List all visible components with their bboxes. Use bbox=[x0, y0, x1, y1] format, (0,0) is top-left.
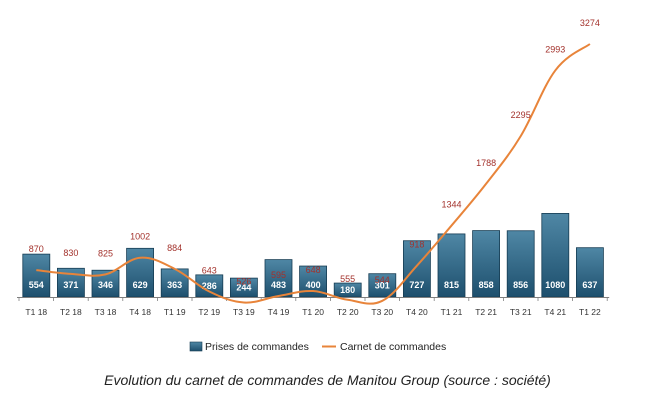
bar-value-label: 180 bbox=[340, 285, 355, 295]
bar-value-label: 637 bbox=[582, 280, 597, 290]
line-value-label: 648 bbox=[306, 265, 321, 275]
line-value-label: 526 bbox=[236, 277, 251, 287]
line-value-label: 544 bbox=[375, 275, 390, 285]
x-tick-label: T2 20 bbox=[337, 307, 359, 317]
bar-value-label: 554 bbox=[29, 280, 44, 290]
x-tick-label: T3 20 bbox=[371, 307, 393, 317]
x-tick-label: T2 19 bbox=[198, 307, 220, 317]
bar-value-label: 346 bbox=[98, 280, 113, 290]
legend-label-prises: Prises de commandes bbox=[205, 341, 309, 353]
x-tick-label: T4 19 bbox=[268, 307, 290, 317]
x-tick-label: T3 18 bbox=[95, 307, 117, 317]
line-series-carnet bbox=[36, 43, 591, 305]
bar-value-label: 815 bbox=[444, 280, 459, 290]
figure-caption: Evolution du carnet de commandes de Mani… bbox=[104, 372, 551, 388]
bar-value-label: 727 bbox=[409, 280, 424, 290]
x-tick-label: T1 18 bbox=[25, 307, 47, 317]
x-tick-label: T4 18 bbox=[129, 307, 151, 317]
bar-value-label: 400 bbox=[306, 280, 321, 290]
bar-value-label: 286 bbox=[202, 281, 217, 291]
bar-value-label: 858 bbox=[479, 280, 494, 290]
legend-label-carnet: Carnet de commandes bbox=[340, 341, 446, 353]
bar-value-label: 856 bbox=[513, 280, 528, 290]
bar bbox=[437, 233, 466, 298]
line-value-label: 884 bbox=[167, 243, 182, 253]
line-value-label: 643 bbox=[202, 266, 217, 276]
bar-value-label: 483 bbox=[271, 280, 286, 290]
x-tick-label: T1 22 bbox=[579, 307, 601, 317]
line-value-label: 870 bbox=[29, 244, 44, 254]
bar-value-label: 244 bbox=[236, 283, 251, 293]
line-value-label: 1344 bbox=[441, 200, 461, 210]
bar bbox=[472, 230, 501, 298]
x-tick-label: T1 19 bbox=[164, 307, 186, 317]
line-value-label: 595 bbox=[271, 270, 286, 280]
bar bbox=[264, 259, 293, 298]
bar bbox=[22, 253, 51, 298]
legend-swatch-bar bbox=[189, 341, 203, 352]
bar bbox=[402, 240, 431, 298]
legend: Prises de commandes Carnet de commandes bbox=[189, 341, 446, 353]
bar-value-label: 363 bbox=[167, 280, 182, 290]
line-value-label: 830 bbox=[63, 248, 78, 258]
x-tick-label: T3 19 bbox=[233, 307, 255, 317]
x-tick-label: T2 18 bbox=[60, 307, 82, 317]
line-value-label: 918 bbox=[409, 240, 424, 250]
bar bbox=[576, 247, 604, 298]
line-series-group: 870 830 825 1002 884 643 526 595 648 555 544 918 134… bbox=[29, 18, 600, 305]
line-value-label: 1002 bbox=[130, 232, 150, 242]
line-value-label: 3274 bbox=[580, 18, 600, 28]
x-tick-label: T3 21 bbox=[510, 307, 532, 317]
line-value-label: 555 bbox=[340, 274, 355, 284]
bar-value-label: 301 bbox=[375, 280, 390, 290]
bar bbox=[541, 213, 570, 298]
line-value-label: 825 bbox=[98, 248, 113, 258]
x-tick-label: T1 21 bbox=[441, 307, 463, 317]
bar-value-label: 629 bbox=[133, 280, 148, 290]
line-value-label: 1788 bbox=[476, 158, 496, 168]
bar-value-label: 371 bbox=[63, 280, 78, 290]
bar-value-label: 1080 bbox=[545, 280, 565, 290]
line-value-label: 2295 bbox=[511, 110, 531, 120]
chart: 554 371 346 629 363 286 244 483 400 180 301 727 815 8… bbox=[17, 18, 610, 353]
x-tick-label: T2 21 bbox=[475, 307, 497, 317]
x-tick-label: T4 21 bbox=[544, 307, 566, 317]
x-tick-label: T4 20 bbox=[406, 307, 428, 317]
line-value-label: 2993 bbox=[545, 44, 565, 54]
x-axis: T1 18 T2 18 T3 18 T4 18 T1 19 T2 19 T3 19 T4 19… bbox=[17, 297, 610, 317]
x-tick-label: T1 20 bbox=[302, 307, 324, 317]
